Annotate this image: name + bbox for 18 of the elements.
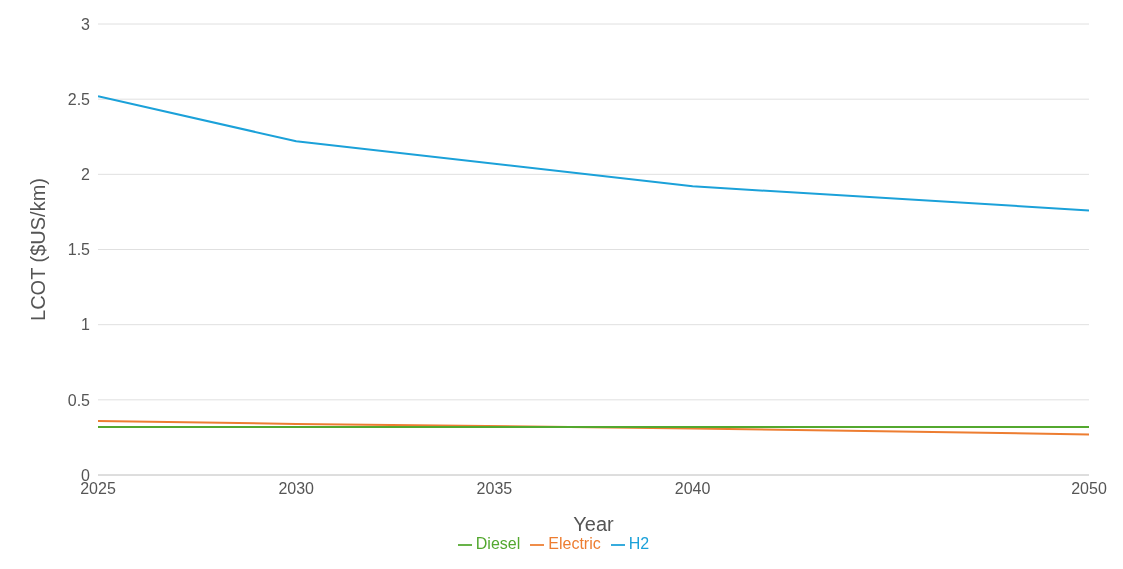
y-tick-label: 1 (81, 316, 91, 334)
legend-label: Diesel (475, 535, 521, 552)
y-tick-label: 0.5 (67, 391, 91, 409)
legend-label: H2 (628, 535, 650, 552)
line-series (98, 95, 1089, 212)
y-tick-label: 1.5 (67, 241, 91, 259)
y-tick-label: 2.5 (67, 90, 91, 108)
y-axis-title: LCOT ($US/km) (27, 178, 50, 321)
legend-label: Electric (548, 535, 601, 552)
x-axis-title: Year (573, 513, 615, 535)
line-series (98, 419, 1089, 436)
x-tick-label: 2025 (80, 480, 116, 498)
x-tick-label: 2035 (476, 480, 513, 498)
y-tick-label: 2 (81, 166, 91, 184)
x-tick-label: 2030 (278, 480, 315, 498)
x-tick-label: 2040 (674, 480, 711, 498)
y-tick-label: 3 (81, 15, 91, 33)
x-tick-label: 2050 (1071, 480, 1107, 498)
